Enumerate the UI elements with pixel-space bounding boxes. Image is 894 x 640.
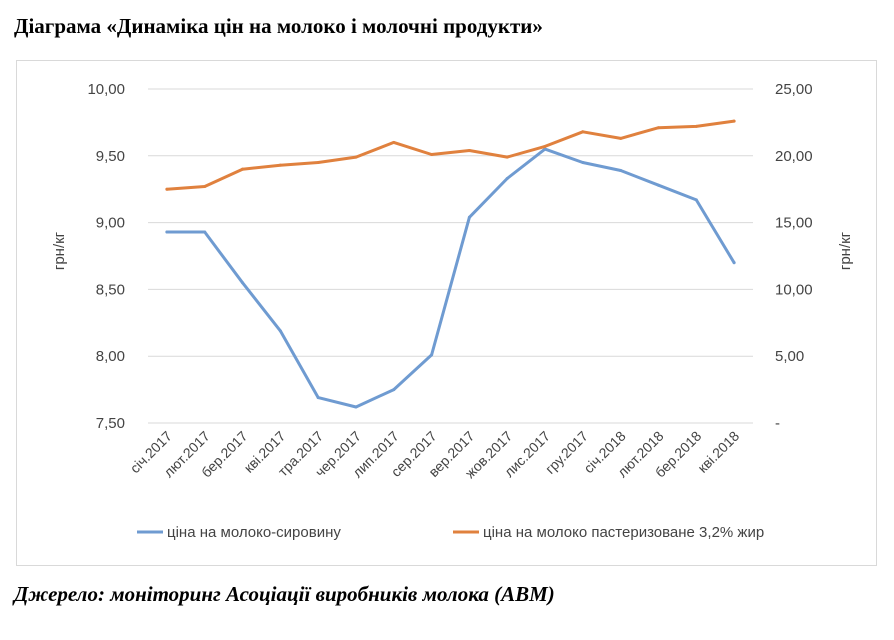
data-point: [392, 140, 396, 144]
y-right-tick-label: 10,00: [775, 281, 813, 298]
data-point: [581, 130, 585, 134]
y-left-tick-label: 7,50: [96, 415, 125, 432]
data-point: [203, 230, 207, 234]
data-point: [656, 126, 660, 130]
data-point: [354, 405, 358, 409]
y-left-tick-label: 9,00: [96, 215, 125, 232]
data-point: [467, 148, 471, 152]
legend: ціна на молоко-сировину ціна на молоко па…: [137, 524, 764, 541]
chart-frame: 7,50 8,00 8,50 9,00 9,50 10,00 - 5,00 10,00 15,0…: [16, 60, 877, 566]
x-tick-label: кві.2018: [694, 428, 742, 476]
data-point: [203, 185, 207, 189]
data-point: [505, 155, 509, 159]
data-point: [316, 160, 320, 164]
data-point: [430, 353, 434, 357]
y-right-tick-label: -: [775, 415, 780, 432]
data-point: [165, 187, 169, 191]
series-line-1: [165, 119, 736, 191]
y-right-tick-label: 25,00: [775, 81, 813, 98]
y-right-tick-label: 20,00: [775, 148, 813, 165]
data-point: [694, 198, 698, 202]
data-point: [316, 396, 320, 400]
line-chart: 7,50 8,00 8,50 9,00 9,50 10,00 - 5,00 10,00 15,0…: [51, 81, 854, 541]
data-point: [278, 163, 282, 167]
y-right-tick-label: 5,00: [775, 348, 804, 365]
y-left-tick-label: 9,50: [96, 148, 125, 165]
data-point: [430, 152, 434, 156]
series-line-0: [165, 147, 736, 409]
data-point: [543, 144, 547, 148]
data-point: [467, 215, 471, 219]
legend-label: ціна на молоко пастеризоване 3,2% жир: [483, 524, 764, 541]
page-title: Діаграма «Динаміка цін на молоко і молоч…: [14, 14, 543, 38]
data-point: [619, 136, 623, 140]
data-point: [165, 230, 169, 234]
data-point: [392, 388, 396, 392]
data-point: [732, 261, 736, 265]
data-point: [241, 281, 245, 285]
y-left-tick-label: 8,00: [96, 348, 125, 365]
data-point: [581, 160, 585, 164]
legend-label: ціна на молоко-сировину: [167, 524, 341, 541]
data-point: [656, 183, 660, 187]
y-left-tick-label: 10,00: [87, 81, 125, 98]
data-point: [543, 147, 547, 151]
y-axis-right-label: грн/кг: [837, 231, 854, 270]
data-point: [694, 124, 698, 128]
data-point: [241, 167, 245, 171]
data-point: [354, 155, 358, 159]
y-left-tick-label: 8,50: [96, 281, 125, 298]
y-right-tick-label: 15,00: [775, 215, 813, 232]
data-point: [505, 177, 509, 181]
data-point: [619, 168, 623, 172]
y-axis-left-label: грн/кг: [51, 231, 68, 270]
source-note: Джерело: моніторинг Асоціації виробників…: [14, 582, 555, 606]
data-point: [732, 119, 736, 123]
data-point: [278, 329, 282, 333]
